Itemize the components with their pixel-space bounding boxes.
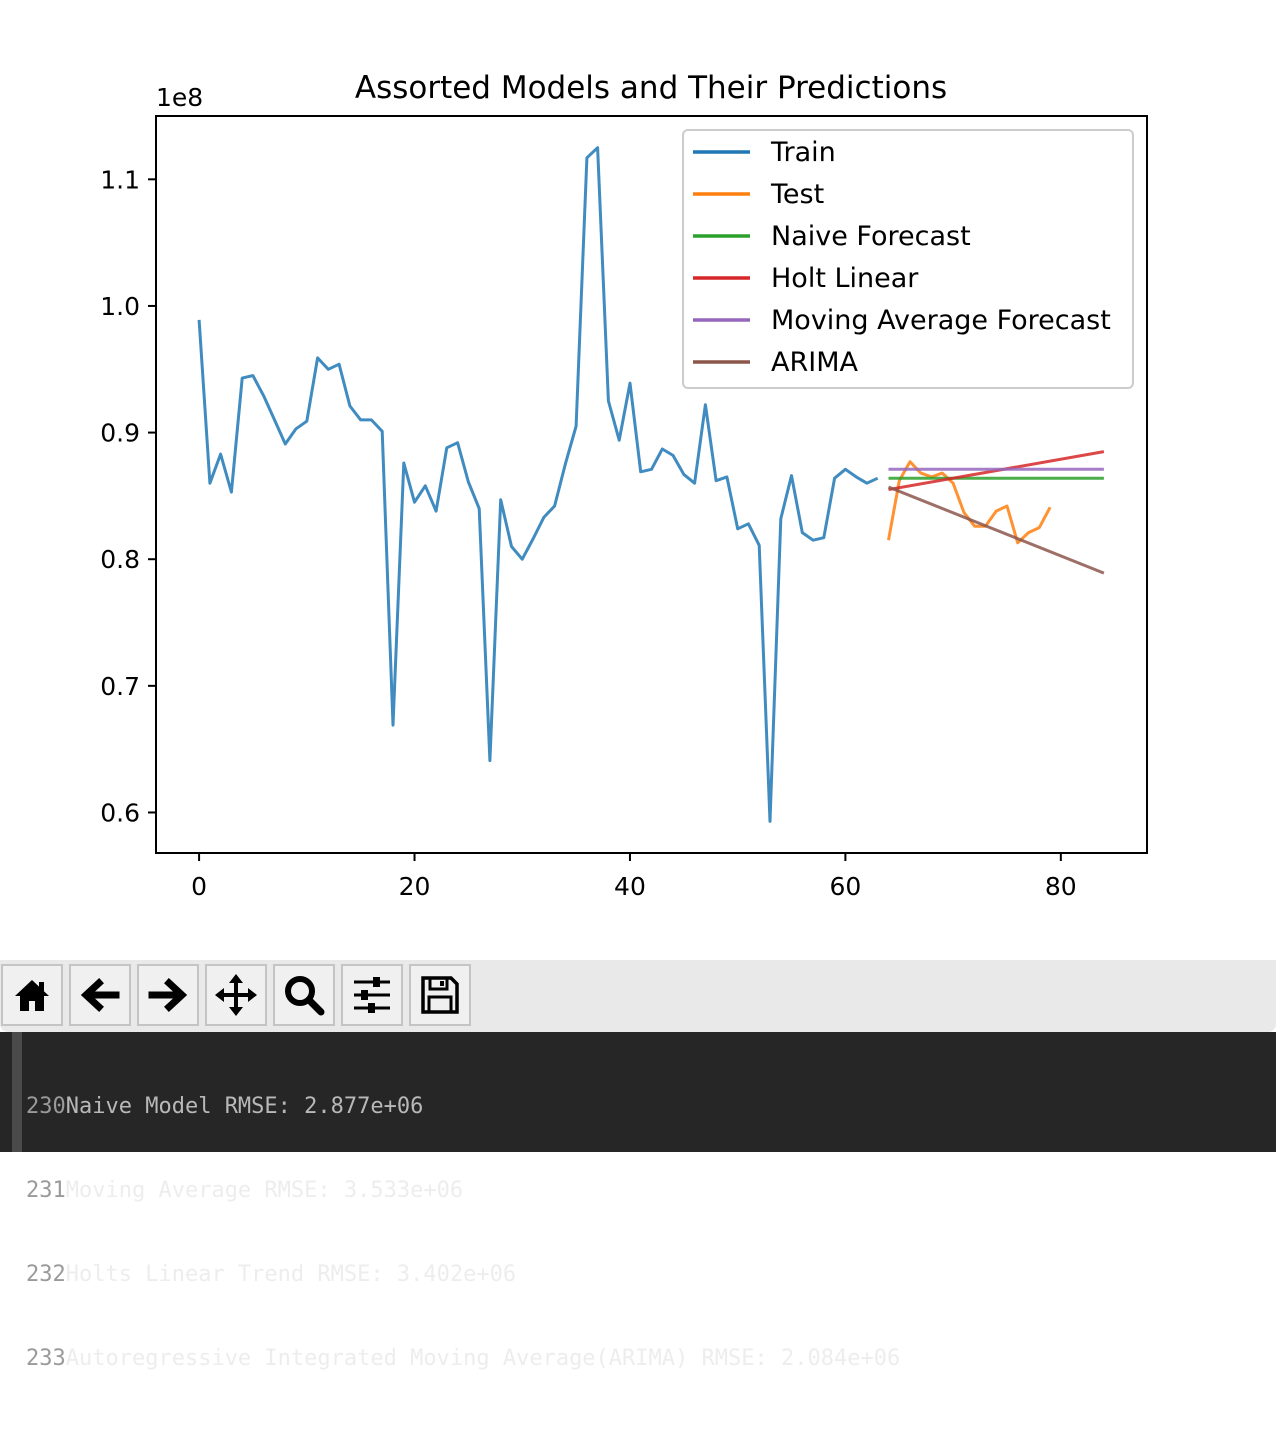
line-number: 230: [26, 1094, 66, 1119]
legend-label: Train: [770, 137, 836, 168]
zoom-button[interactable]: [273, 964, 335, 1026]
line-text: Naive Model RMSE: 2.877e+06: [65, 1094, 424, 1119]
floppy-disk-icon: [421, 976, 459, 1014]
x-tick-label: 80: [1045, 872, 1077, 901]
y-tick-label: 0.9: [100, 419, 140, 448]
line-text: Holts Linear Trend RMSE: 3.402e+06: [65, 1262, 517, 1287]
line-text: Autoregressive Integrated Moving Average…: [65, 1346, 901, 1371]
configure-subplots-button[interactable]: [341, 964, 403, 1026]
legend-label: ARIMA: [771, 347, 858, 378]
y-tick-label: 0.8: [100, 545, 140, 574]
chart: Assorted Models and Their Predictions 1e…: [100, 70, 1148, 901]
save-button[interactable]: [409, 964, 471, 1026]
legend-label: Naive Forecast: [771, 221, 971, 252]
legend-label: Holt Linear: [771, 263, 919, 294]
terminal-gutter: [12, 1032, 22, 1152]
move-icon: [215, 974, 257, 1016]
sliders-icon: [354, 977, 390, 1013]
terminal-line: 230Naive Model RMSE: 2.877e+06: [26, 1093, 900, 1121]
terminal-line: 233Autoregressive Integrated Moving Aver…: [26, 1345, 900, 1373]
y-tick-label: 1.0: [100, 292, 140, 321]
x-tick-label: 60: [829, 872, 861, 901]
legend-label: Test: [770, 179, 824, 210]
series-line-0: [197, 146, 879, 823]
chart-title: Assorted Models and Their Predictions: [355, 70, 947, 106]
terminal-line: 232Holts Linear Trend RMSE: 3.402e+06: [26, 1261, 900, 1289]
x-tick-label: 0: [191, 872, 207, 901]
arrow-right-icon: [148, 978, 188, 1012]
legend: Train Test Naive Forecast Holt Linear Moving…: [682, 129, 1134, 389]
line-number: 231: [26, 1178, 66, 1203]
series-line-5: [887, 485, 1105, 575]
axes-frame: [155, 115, 1148, 854]
x-tick-label: 40: [614, 872, 646, 901]
figure-canvas: Assorted Models and Their Predictions 1e…: [100, 70, 1148, 901]
y-tick-label: 0.7: [100, 672, 140, 701]
back-button[interactable]: [69, 964, 131, 1026]
forward-button[interactable]: [137, 964, 199, 1026]
y-tick-label: 1.1: [100, 165, 140, 194]
line-number: 232: [26, 1262, 66, 1287]
y-axis: 0.6 0.7 0.8 0.9 1.0 1.1: [100, 165, 156, 827]
magnifier-icon: [285, 976, 325, 1016]
pan-button[interactable]: [205, 964, 267, 1026]
legend-label: Moving Average Forecast: [771, 305, 1111, 336]
legend-box: [682, 129, 1134, 389]
navigation-toolbar: [0, 960, 1276, 1032]
y-tick-label: 0.6: [100, 798, 140, 827]
terminal-line: 231Moving Average RMSE: 3.533e+06: [26, 1177, 900, 1205]
x-axis: 0 20 40 60 80: [191, 853, 1077, 901]
plot-area: [155, 115, 1148, 854]
terminal-lines: 230Naive Model RMSE: 2.877e+06 231Moving…: [26, 1037, 900, 1429]
home-icon: [15, 980, 49, 1011]
line-number: 233: [26, 1346, 66, 1371]
arrow-left-icon: [80, 978, 120, 1012]
x-tick-label: 20: [399, 872, 431, 901]
line-text: Moving Average RMSE: 3.533e+06: [65, 1178, 464, 1203]
home-button[interactable]: [1, 964, 63, 1026]
y-axis-offset-label: 1e8: [156, 83, 203, 112]
terminal-output: 230Naive Model RMSE: 2.877e+06 231Moving…: [0, 1032, 1276, 1371]
